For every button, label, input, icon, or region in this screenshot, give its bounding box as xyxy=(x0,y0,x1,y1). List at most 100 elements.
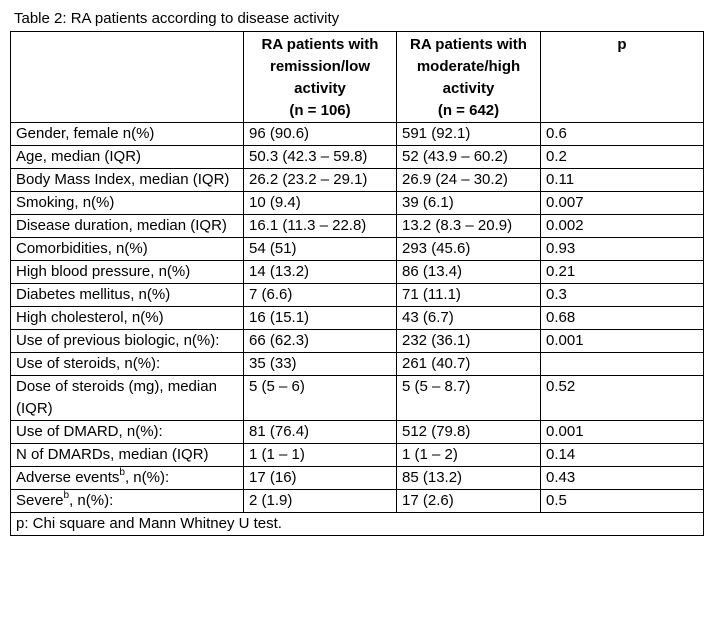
value-remission-low: 10 (9.4) xyxy=(243,191,397,215)
table-row: Use of DMARD, n(%): 81 (76.4) 512 (79.8) 0.… xyxy=(10,420,704,444)
value-remission-low: 50.3 (42.3 – 59.8) xyxy=(243,145,397,169)
row-label: High blood pressure, n(%) xyxy=(10,260,244,284)
p-value: 0.3 xyxy=(540,283,704,307)
table-row: High blood pressure, n(%) 14 (13.2) 86 (13… xyxy=(10,260,704,284)
value-moderate-high: 71 (11.1) xyxy=(396,283,541,307)
value-moderate-high: 5 (5 – 8.7) xyxy=(396,375,541,421)
value-moderate-high: 261 (40.7) xyxy=(396,352,541,376)
header-row: RA patients with remission/low activity … xyxy=(10,31,704,123)
p-value: 0.21 xyxy=(540,260,704,284)
value-moderate-high: 13.2 (8.3 – 20.9) xyxy=(396,214,541,238)
row-label: Adverse eventsb, n(%): xyxy=(10,466,244,490)
value-remission-low: 14 (13.2) xyxy=(243,260,397,284)
header-p: p xyxy=(540,31,704,123)
header-variable xyxy=(10,31,244,123)
value-remission-low: 66 (62.3) xyxy=(243,329,397,353)
value-remission-low: 81 (76.4) xyxy=(243,420,397,444)
row-label-text: Gender, female n(%) xyxy=(16,125,155,142)
p-value: 0.6 xyxy=(540,122,704,146)
value-remission-low: 26.2 (23.2 – 29.1) xyxy=(243,168,397,192)
row-label-text: Smoking, n(%) xyxy=(16,194,115,211)
value-remission-low: 16 (15.1) xyxy=(243,306,397,330)
header-line: RA patients with xyxy=(410,36,527,53)
row-label-text: N of DMARDs, median (IQR) xyxy=(16,446,209,463)
row-label: Use of previous biologic, n(%): xyxy=(10,329,244,353)
footnote-row: p: Chi square and Mann Whitney U test. xyxy=(10,512,704,536)
value-moderate-high: 232 (36.1) xyxy=(396,329,541,353)
row-label-text: High cholesterol, n(%) xyxy=(16,309,164,326)
header-line: RA patients with xyxy=(261,36,379,53)
value-moderate-high: 512 (79.8) xyxy=(396,420,541,444)
value-moderate-high: 26.9 (24 – 30.2) xyxy=(396,168,541,192)
row-label: High cholesterol, n(%) xyxy=(10,306,244,330)
row-label-text: High blood pressure, n(%) xyxy=(16,263,191,280)
value-moderate-high: 591 (92.1) xyxy=(396,122,541,146)
header-line: (n = 106) xyxy=(289,102,351,119)
value-moderate-high: 85 (13.2) xyxy=(396,466,541,490)
p-value xyxy=(540,352,704,376)
value-remission-low: 54 (51) xyxy=(243,237,397,261)
row-label-text: Age, median (IQR) xyxy=(16,148,142,165)
p-value: 0.52 xyxy=(540,375,704,421)
value-remission-low: 35 (33) xyxy=(243,352,397,376)
row-label-text: Adverse events xyxy=(16,469,120,486)
value-moderate-high: 43 (6.7) xyxy=(396,306,541,330)
value-remission-low: 96 (90.6) xyxy=(243,122,397,146)
value-remission-low: 17 (16) xyxy=(243,466,397,490)
header-line: (n = 642) xyxy=(437,102,500,119)
table-row: Comorbidities, n(%) 54 (51) 293 (45.6) 0.93 xyxy=(10,237,704,261)
table-row: Diabetes mellitus, n(%) 7 (6.6) 71 (11.1) 0… xyxy=(10,283,704,307)
p-value: 0.43 xyxy=(540,466,704,490)
header-line: activity xyxy=(294,80,346,97)
header-remission-low: RA patients with remission/low activity … xyxy=(243,31,397,123)
row-label: Diabetes mellitus, n(%) xyxy=(10,283,244,307)
row-label: Gender, female n(%) xyxy=(10,122,244,146)
row-label: Use of DMARD, n(%): xyxy=(10,420,244,444)
value-moderate-high: 17 (2.6) xyxy=(396,489,541,513)
row-label-text: Body Mass Index, median (IQR) xyxy=(16,171,230,188)
value-remission-low: 5 (5 – 6) xyxy=(243,375,397,421)
table-row: Disease duration, median (IQR) 16.1 (11.3… xyxy=(10,214,704,238)
p-value: 0.14 xyxy=(540,443,704,467)
table-row: Use of previous biologic, n(%): 66 (62.3)… xyxy=(10,329,704,353)
value-moderate-high: 1 (1 – 2) xyxy=(396,443,541,467)
table-row: Age, median (IQR) 50.3 (42.3 – 59.8) 52 (4… xyxy=(10,145,704,169)
row-label-text: Diabetes mellitus, n(%) xyxy=(16,286,171,303)
p-value: 0.001 xyxy=(540,329,704,353)
table-row: High cholesterol, n(%) 16 (15.1) 43 (6.7) 0… xyxy=(10,306,704,330)
value-remission-low: 7 (6.6) xyxy=(243,283,397,307)
p-value: 0.11 xyxy=(540,168,704,192)
footnote: p: Chi square and Mann Whitney U test. xyxy=(10,512,704,536)
table-caption: Table 2: RA patients according to diseas… xyxy=(14,10,340,27)
p-value: 0.001 xyxy=(540,420,704,444)
table-body: Gender, female n(%) 96 (90.6) 591 (92.1) 0.… xyxy=(10,122,704,513)
value-moderate-high: 293 (45.6) xyxy=(396,237,541,261)
row-label: Comorbidities, n(%) xyxy=(10,237,244,261)
header-line: activity xyxy=(442,80,495,97)
row-label-text: Use of steroids, n(%): xyxy=(16,355,161,372)
row-label: Dose of steroids (mg), median (IQR) xyxy=(10,375,244,421)
footnote-marker: b xyxy=(63,490,70,501)
table-row: Adverse eventsb, n(%): 17 (16) 85 (13.2) 0.… xyxy=(10,466,704,490)
row-label-text: Use of previous biologic, n(%): xyxy=(16,332,220,349)
row-label: Smoking, n(%) xyxy=(10,191,244,215)
p-value: 0.007 xyxy=(540,191,704,215)
row-label-text: Use of DMARD, n(%): xyxy=(16,423,163,440)
value-moderate-high: 86 (13.4) xyxy=(396,260,541,284)
table-row: N of DMARDs, median (IQR) 1 (1 – 1) 1 (1 –… xyxy=(10,443,704,467)
row-label: Use of steroids, n(%): xyxy=(10,352,244,376)
header-moderate-high: RA patients with moderate/high activity … xyxy=(396,31,541,123)
row-label: Severeb, n(%): xyxy=(10,489,244,513)
value-moderate-high: 39 (6.1) xyxy=(396,191,541,215)
data-table: RA patients with remission/low activity … xyxy=(10,31,704,536)
row-label: Body Mass Index, median (IQR) xyxy=(10,168,244,192)
table-row: Gender, female n(%) 96 (90.6) 591 (92.1) 0.… xyxy=(10,122,704,146)
table-row: Smoking, n(%) 10 (9.4) 39 (6.1) 0.007 xyxy=(10,191,704,215)
footnote-marker: b xyxy=(119,467,125,478)
table-row: Body Mass Index, median (IQR) 26.2 (23.2 … xyxy=(10,168,704,192)
value-remission-low: 2 (1.9) xyxy=(243,489,397,513)
table-row: Dose of steroids (mg), median (IQR) 5 (5 … xyxy=(10,375,704,421)
p-value: 0.2 xyxy=(540,145,704,169)
value-remission-low: 16.1 (11.3 – 22.8) xyxy=(243,214,397,238)
